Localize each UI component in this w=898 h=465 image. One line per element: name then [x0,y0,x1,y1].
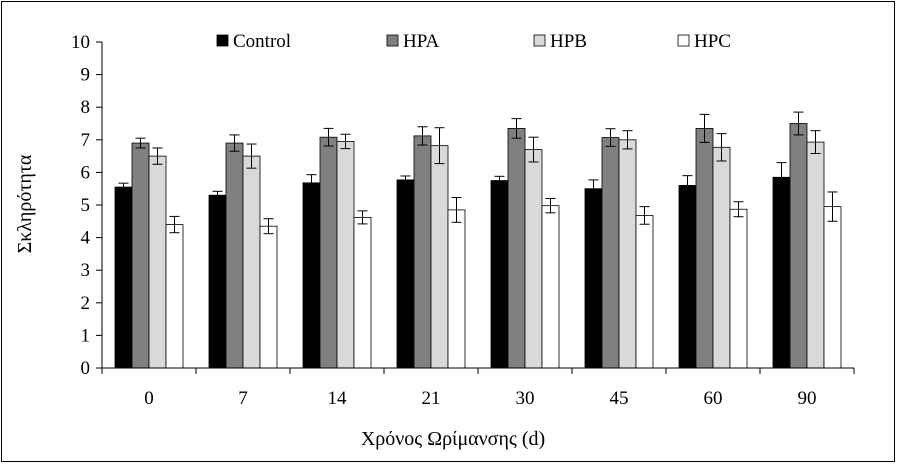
legend-swatch [216,34,229,47]
bar [148,155,167,369]
x-tick-label: 45 [610,388,629,409]
x-tick-label: 90 [798,388,817,409]
bars-layer [114,123,842,369]
y-tick-label: 10 [71,32,90,53]
y-axis-label: Σκληρότητα [14,154,36,253]
legend-label: Control [233,31,291,52]
legend-swatch [677,34,690,47]
y-axis-ticks: 0 1 2 3 4 5 6 7 8 9 10 [71,32,102,379]
bar [806,141,825,369]
legend-swatch [533,34,546,47]
bar [729,208,748,369]
bar [353,216,372,369]
bar [259,225,278,369]
x-tick-label: 14 [328,388,348,409]
x-tick-label: 21 [422,388,441,409]
legend-label: HPB [550,31,587,52]
bar [396,179,415,369]
bar [490,180,509,369]
legend-swatch [386,34,399,47]
bar [336,141,355,369]
bar [584,188,603,369]
y-tick-label: 5 [81,195,91,216]
y-tick-label: 2 [81,293,91,314]
y-tick-label: 3 [81,260,91,281]
bar [114,186,133,369]
bar [635,215,654,369]
y-tick-label: 7 [81,130,91,151]
bar [242,155,261,369]
bar [165,224,184,369]
y-tick-label: 9 [81,65,91,86]
bar [789,123,808,369]
bar [319,136,338,369]
legend: Control HPA HPB HPC [216,31,731,52]
x-tick-label: 60 [704,388,723,409]
bar [208,194,227,369]
bar [413,135,432,369]
bar [302,182,321,369]
bar [225,142,244,369]
x-axis-ticks: 0 7 14 21 30 45 60 90 [101,368,855,409]
y-tick-label: 0 [81,358,91,379]
bar [131,142,150,369]
bar [695,127,714,369]
legend-label: HPA [403,31,440,52]
bar [712,146,731,369]
error-bars-layer [118,111,838,235]
bar [601,137,620,369]
bar [823,206,842,369]
bar [618,139,637,369]
bar [430,145,449,369]
bar [541,205,560,369]
bar [678,185,697,369]
bar [772,176,791,369]
x-tick-label: 7 [238,388,248,409]
bar [447,209,466,369]
bar [507,127,526,369]
x-axis-label: Χρόνος Ωρίμανσης (d) [361,428,545,450]
y-tick-label: 6 [81,162,91,183]
y-tick-label: 1 [81,325,91,346]
x-tick-label: 0 [144,388,154,409]
legend-label: HPC [694,31,731,52]
y-tick-label: 8 [81,97,91,118]
y-tick-label: 4 [81,228,91,249]
bar [524,149,543,369]
x-tick-label: 30 [516,388,535,409]
